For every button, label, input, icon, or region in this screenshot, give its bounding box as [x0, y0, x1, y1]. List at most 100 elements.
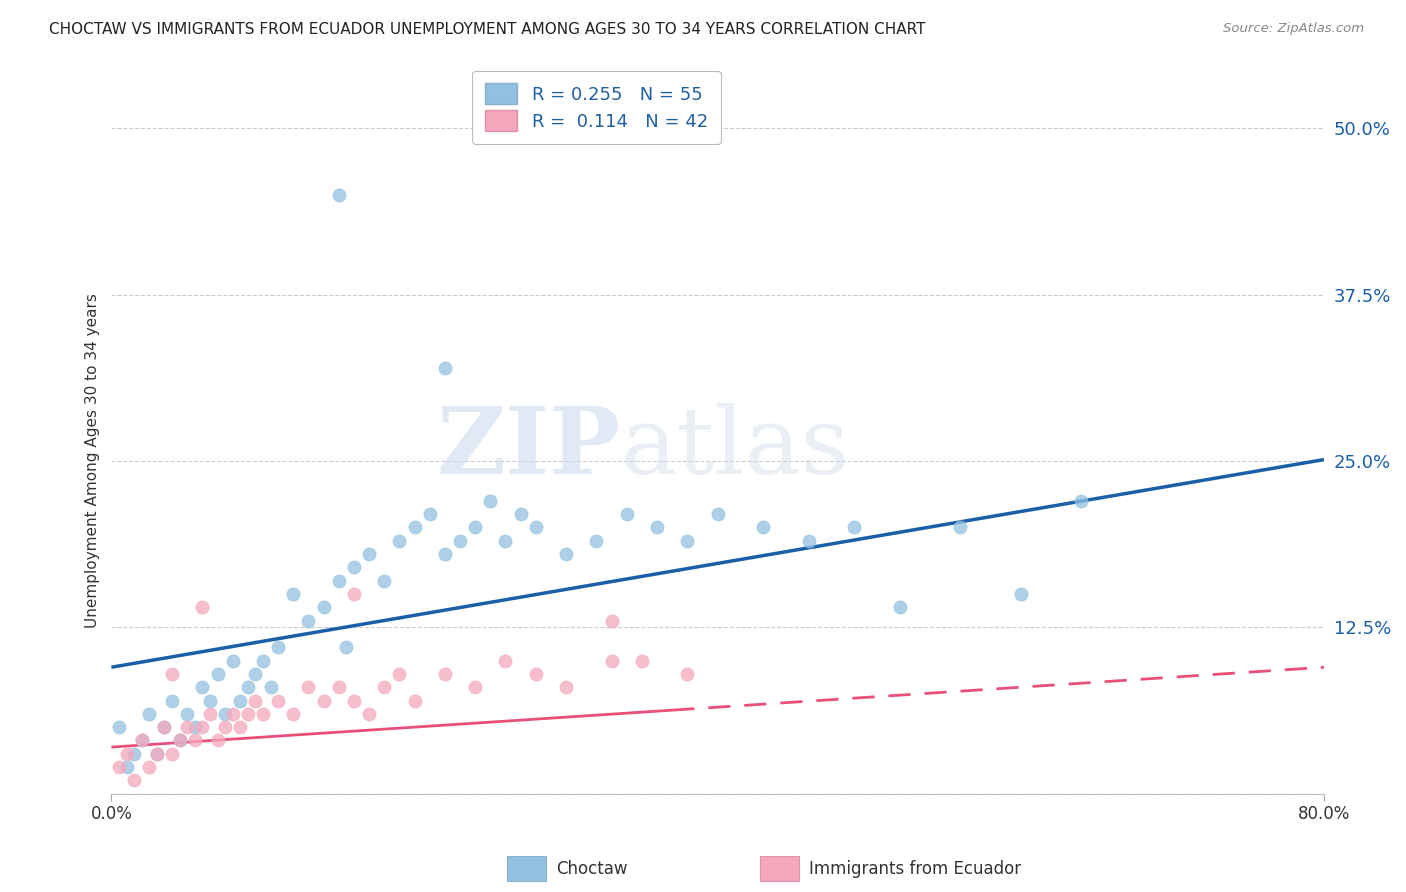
- Point: [585, 533, 607, 548]
- Point: [464, 680, 486, 694]
- Point: [198, 693, 221, 707]
- Point: [433, 547, 456, 561]
- Point: [115, 760, 138, 774]
- Point: [706, 507, 728, 521]
- Point: [229, 693, 252, 707]
- Text: ZIP: ZIP: [436, 402, 620, 492]
- Point: [131, 733, 153, 747]
- Point: [191, 720, 214, 734]
- Point: [433, 666, 456, 681]
- Point: [343, 693, 366, 707]
- Point: [221, 654, 243, 668]
- Point: [176, 706, 198, 721]
- Point: [495, 533, 517, 548]
- Point: [524, 520, 547, 534]
- Point: [449, 533, 471, 548]
- Point: [108, 760, 131, 774]
- Point: [169, 733, 191, 747]
- Point: [108, 720, 131, 734]
- Point: [889, 600, 911, 615]
- Point: [1010, 587, 1032, 601]
- Point: [949, 520, 972, 534]
- Point: [419, 507, 441, 521]
- Point: [122, 773, 145, 788]
- Point: [160, 747, 183, 761]
- Point: [842, 520, 865, 534]
- Point: [357, 706, 380, 721]
- Point: [524, 666, 547, 681]
- Point: [153, 720, 176, 734]
- Point: [1070, 493, 1092, 508]
- Point: [555, 547, 578, 561]
- Text: atlas: atlas: [620, 402, 849, 492]
- Y-axis label: Unemployment Among Ages 30 to 34 years: Unemployment Among Ages 30 to 34 years: [86, 293, 100, 628]
- Point: [373, 574, 395, 588]
- Text: CHOCTAW VS IMMIGRANTS FROM ECUADOR UNEMPLOYMENT AMONG AGES 30 TO 34 YEARS CORREL: CHOCTAW VS IMMIGRANTS FROM ECUADOR UNEMP…: [49, 22, 925, 37]
- Point: [115, 747, 138, 761]
- Point: [207, 733, 229, 747]
- Point: [495, 654, 517, 668]
- Point: [797, 533, 820, 548]
- Point: [297, 614, 319, 628]
- Point: [464, 520, 486, 534]
- Point: [221, 706, 243, 721]
- Point: [153, 720, 176, 734]
- Point: [252, 654, 274, 668]
- Point: [335, 640, 357, 655]
- Point: [252, 706, 274, 721]
- Point: [214, 720, 236, 734]
- Point: [404, 520, 426, 534]
- Point: [259, 680, 281, 694]
- Point: [184, 733, 207, 747]
- Point: [388, 533, 411, 548]
- Point: [433, 360, 456, 375]
- Point: [676, 533, 699, 548]
- Point: [328, 574, 350, 588]
- Point: [214, 706, 236, 721]
- Point: [283, 706, 305, 721]
- Point: [645, 520, 668, 534]
- Legend: R = 0.255   N = 55, R =  0.114   N = 42: R = 0.255 N = 55, R = 0.114 N = 42: [472, 70, 721, 144]
- Point: [312, 693, 335, 707]
- Point: [509, 507, 531, 521]
- Point: [138, 760, 160, 774]
- Point: [343, 560, 366, 574]
- Point: [160, 693, 183, 707]
- Point: [616, 507, 638, 521]
- Point: [479, 493, 502, 508]
- Point: [328, 680, 350, 694]
- Point: [191, 600, 214, 615]
- Point: [267, 693, 290, 707]
- Point: [160, 666, 183, 681]
- Point: [146, 747, 169, 761]
- Point: [555, 680, 578, 694]
- Point: [131, 733, 153, 747]
- Point: [207, 666, 229, 681]
- Point: [267, 640, 290, 655]
- Text: Choctaw: Choctaw: [555, 860, 627, 878]
- Point: [176, 720, 198, 734]
- Text: Immigrants from Ecuador: Immigrants from Ecuador: [808, 860, 1021, 878]
- Point: [631, 654, 654, 668]
- Point: [138, 706, 160, 721]
- Point: [373, 680, 395, 694]
- Point: [404, 693, 426, 707]
- Text: Source: ZipAtlas.com: Source: ZipAtlas.com: [1223, 22, 1364, 36]
- Point: [236, 706, 259, 721]
- Point: [169, 733, 191, 747]
- Point: [312, 600, 335, 615]
- Point: [357, 547, 380, 561]
- Point: [297, 680, 319, 694]
- Point: [676, 666, 699, 681]
- Point: [146, 747, 169, 761]
- Point: [191, 680, 214, 694]
- Point: [600, 654, 623, 668]
- Point: [600, 614, 623, 628]
- Point: [236, 680, 259, 694]
- Point: [752, 520, 775, 534]
- Point: [122, 747, 145, 761]
- Point: [198, 706, 221, 721]
- Point: [343, 587, 366, 601]
- Point: [245, 666, 267, 681]
- Point: [328, 187, 350, 202]
